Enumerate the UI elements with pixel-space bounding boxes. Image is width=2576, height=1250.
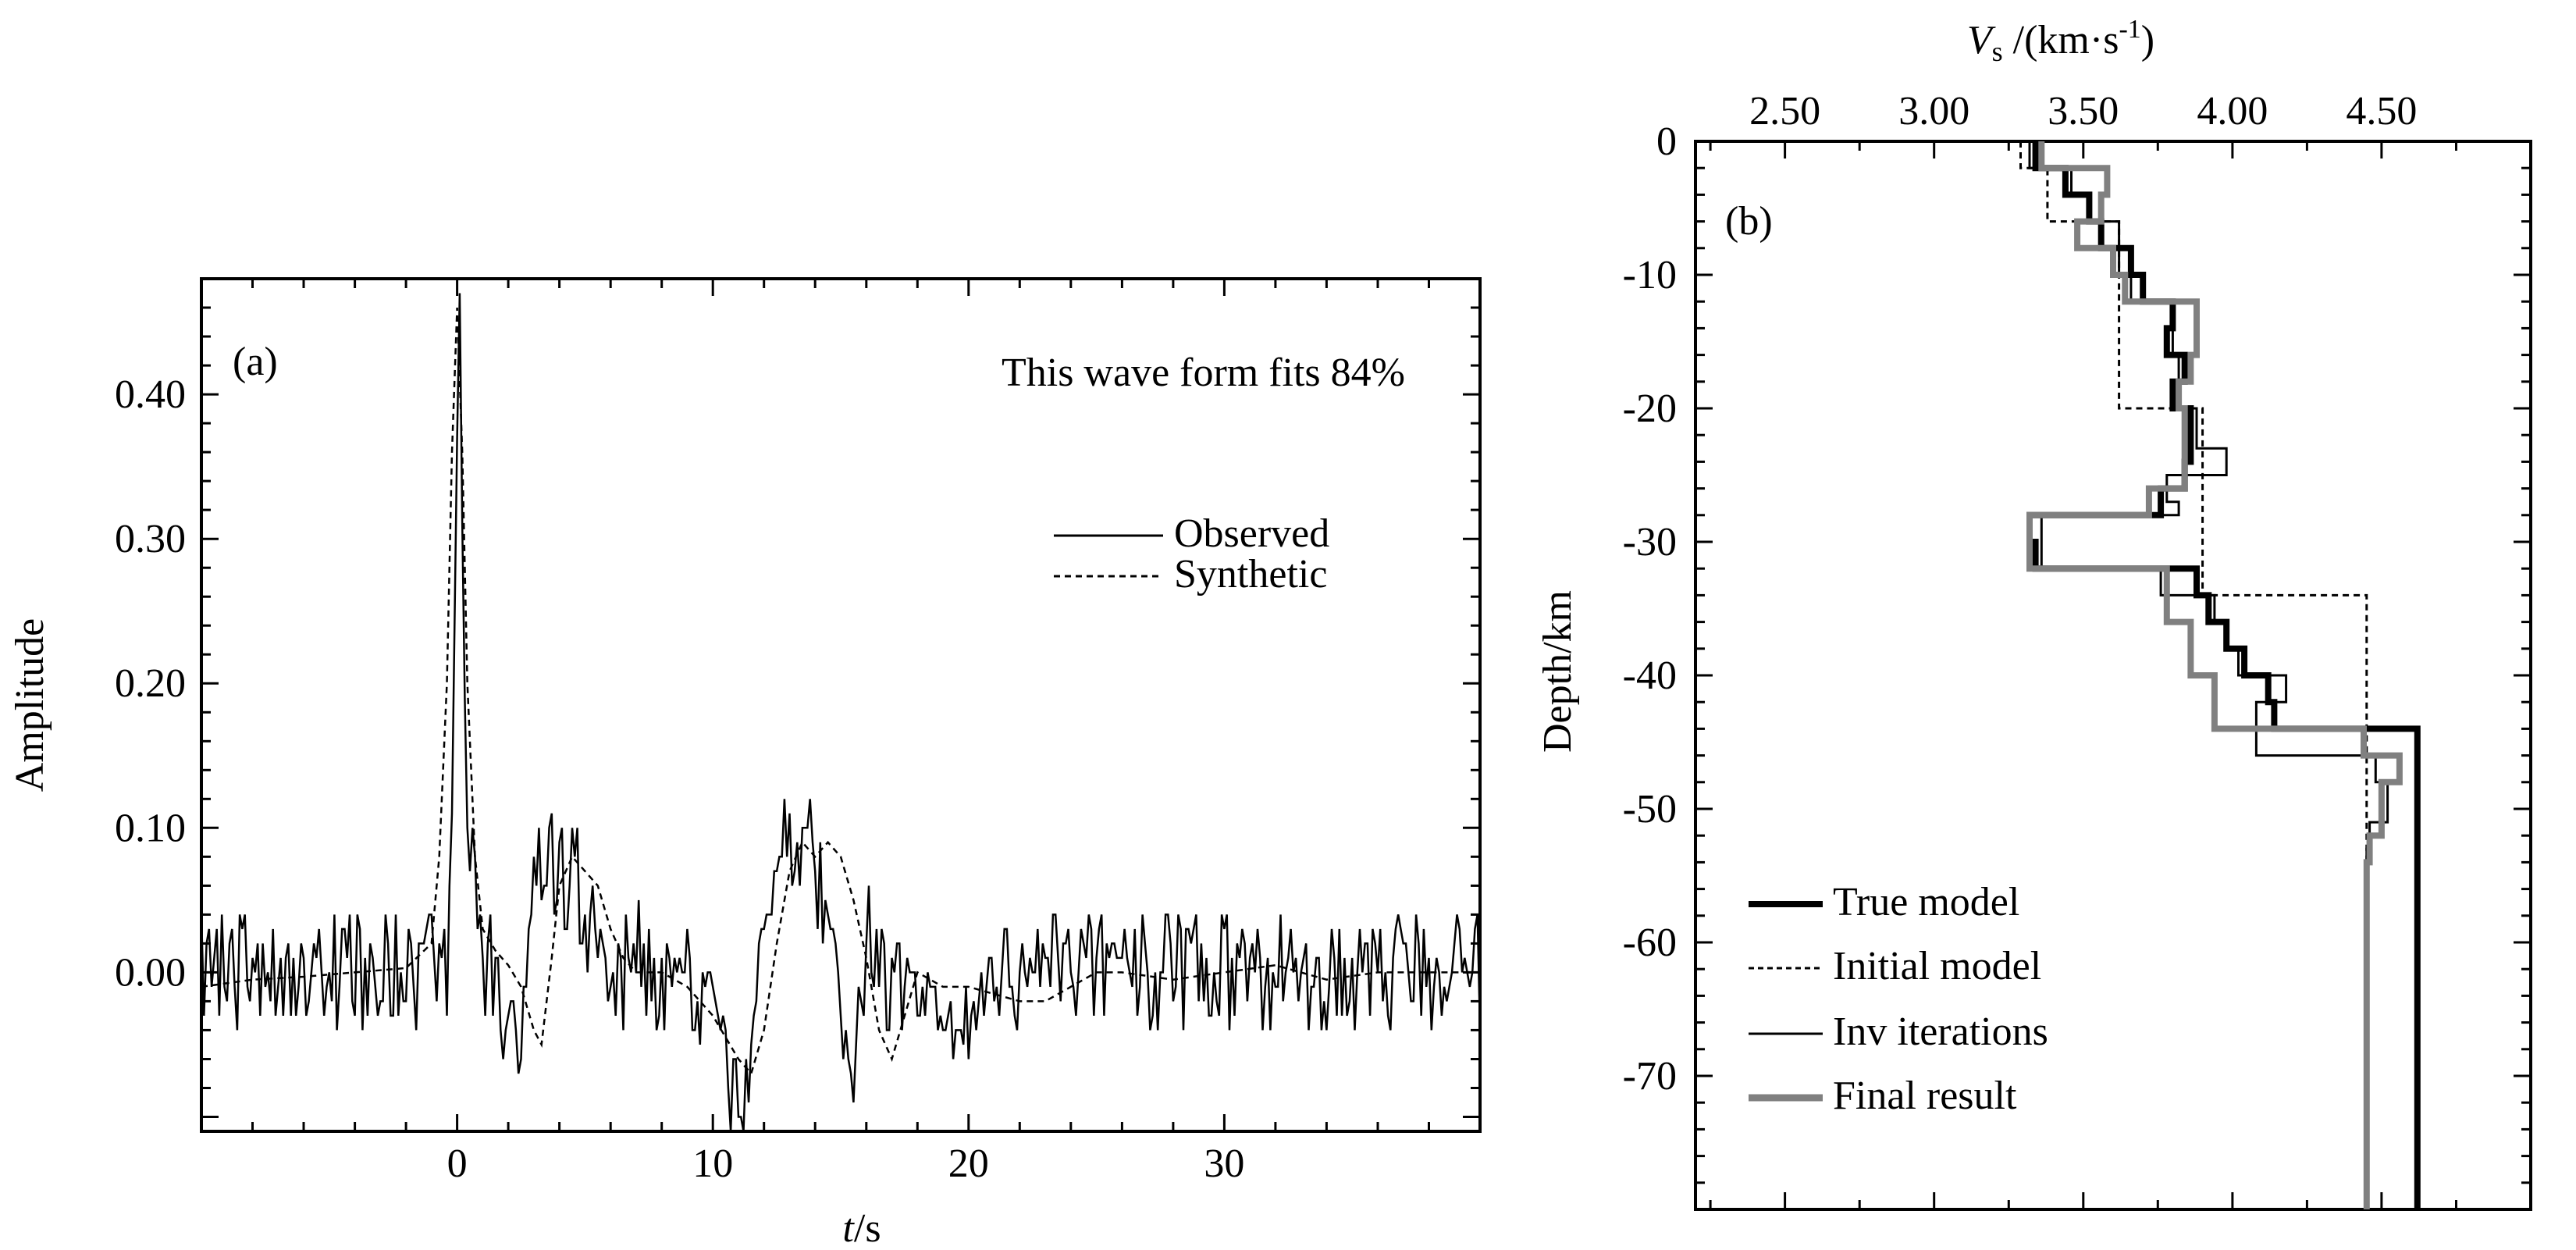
y-tick-label: 0.20 [115,661,186,706]
velocity-x-axis-unit: /(km·s [2003,18,2119,62]
waveform-x-axis-unit: /s [854,1206,881,1250]
legend-observed-label: Observed [1174,511,1329,556]
velocity-x-axis-var: V [1967,18,1996,62]
waveform-y-axis-label: Amplitude [8,618,52,792]
waveform-plot-frame [200,277,1482,1133]
x-tick-label: 20 [948,1141,989,1186]
velocity-profile-panel: 2.50 3.00 3.50 4.00 4.50 0 -10 -20 -30 -40 -50 -60… [1535,15,2532,1211]
y-tick-label: -40 [1623,653,1677,698]
final-result-line [2026,141,2403,1209]
legend-inv-label: Inv iterations [1833,1010,2048,1054]
waveform-x-axis-label: t/s [842,1206,881,1250]
x-tick-label: 0 [447,1141,468,1186]
y-tick-label: -50 [1623,787,1677,832]
legend-initial-label: Initial model [1833,944,2041,988]
velocity-series [2019,141,2421,1209]
x-tick-label: 2.50 [1749,89,1820,134]
x-tick-label: 3.50 [2048,89,2119,134]
x-tick-label: 30 [1204,1141,1244,1186]
y-tick-label: 0.10 [115,806,186,850]
velocity-panel-label: (b) [1725,199,1773,244]
velocity-plot-frame [1694,140,2532,1211]
velocity-x-axis-label: Vs /(km·s-1) [1967,15,2154,67]
x-tick-label: 4.00 [2197,89,2268,134]
y-tick-label: 0.40 [115,372,186,417]
y-tick-label: 0 [1656,119,1677,164]
waveform-fit-annotation: This wave form fits 84% [1002,351,1405,395]
waveform-panel-label: (a) [233,340,278,384]
legend-true-label: True model [1833,880,2019,924]
y-tick-label: -60 [1623,921,1677,965]
waveform-x-ticks: 0 10 20 30 [200,279,1482,1186]
velocity-x-axis-close: ) [2141,18,2154,62]
velocity-y-ticks: 0 -10 -20 -30 -40 -50 -60 -70 [1623,119,2531,1211]
y-tick-label: -30 [1623,520,1677,564]
y-tick-label: 0.30 [115,517,186,561]
observed-waveform-line [200,293,1482,1132]
x-tick-label: 3.00 [1898,89,1969,134]
x-tick-label: 10 [692,1141,733,1186]
true-model-line [2026,141,2421,1209]
velocity-x-axis-exp: -1 [2119,15,2140,44]
y-tick-label: -20 [1623,386,1677,431]
x-tick-label: 4.50 [2346,89,2417,134]
waveform-x-axis-var: t [842,1206,855,1250]
waveform-y-ticks: 0.00 0.10 0.20 0.30 0.40 [115,306,1480,1118]
y-tick-label: 0.00 [115,950,186,995]
waveform-panel: 0 10 20 30 0.00 0.10 0.20 0.30 0.40 (a) This wa… [8,277,1482,1250]
velocity-y-axis-label: Depth/km [1535,590,1580,753]
y-tick-label: -70 [1623,1054,1677,1099]
velocity-x-axis-sub: s [1992,36,2003,67]
legend-final-label: Final result [1833,1074,2017,1118]
velocity-x-ticks: 2.50 3.00 3.50 4.00 4.50 [1709,89,2532,1209]
legend-synthetic-label: Synthetic [1174,552,1327,597]
y-tick-label: -10 [1623,253,1677,297]
waveform-series [200,293,1482,1132]
